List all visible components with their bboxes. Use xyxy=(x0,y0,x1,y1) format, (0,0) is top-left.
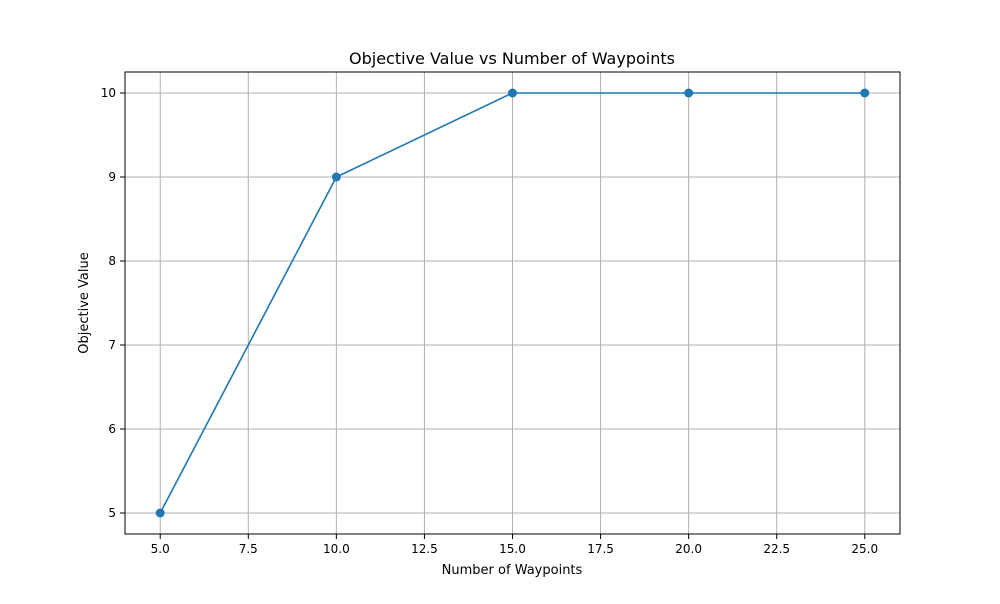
grid xyxy=(125,72,900,534)
x-tick-label: 10.0 xyxy=(323,542,350,556)
y-tick-label: 6 xyxy=(108,422,116,436)
data-point xyxy=(508,88,517,98)
x-tick-label: 25.0 xyxy=(851,542,878,556)
x-axis-label: Number of Waypoints xyxy=(442,563,583,578)
x-tick-label: 15.0 xyxy=(499,542,526,556)
series-layer xyxy=(155,88,870,518)
x-tick-label: 22.5 xyxy=(763,542,790,556)
y-axis-label: Objective Value xyxy=(77,252,92,353)
y-tick-label: 9 xyxy=(108,170,116,184)
data-point xyxy=(860,88,870,98)
data-point xyxy=(331,172,341,182)
y-tick-label: 5 xyxy=(108,506,116,520)
x-tick-label: 12.5 xyxy=(411,542,438,556)
y-tick-label: 8 xyxy=(108,254,116,268)
y-tick-label: 7 xyxy=(108,338,116,352)
x-tick-label: 5.0 xyxy=(151,542,170,556)
data-point xyxy=(684,88,694,98)
chart-title: Objective Value vs Number of Waypoints xyxy=(349,49,675,68)
x-tick-label: 7.5 xyxy=(239,542,258,556)
x-tick-label: 20.0 xyxy=(675,542,702,556)
data-point xyxy=(155,508,165,518)
x-tick-label: 17.5 xyxy=(587,542,614,556)
x-axis-ticks: 5.0 7.5 10.0 12.5 15.0 17.5 20.0 22.5 25.0 xyxy=(151,534,878,556)
y-axis-ticks: 5 6 7 8 9 10 xyxy=(101,86,125,520)
y-tick-label: 10 xyxy=(101,86,116,100)
